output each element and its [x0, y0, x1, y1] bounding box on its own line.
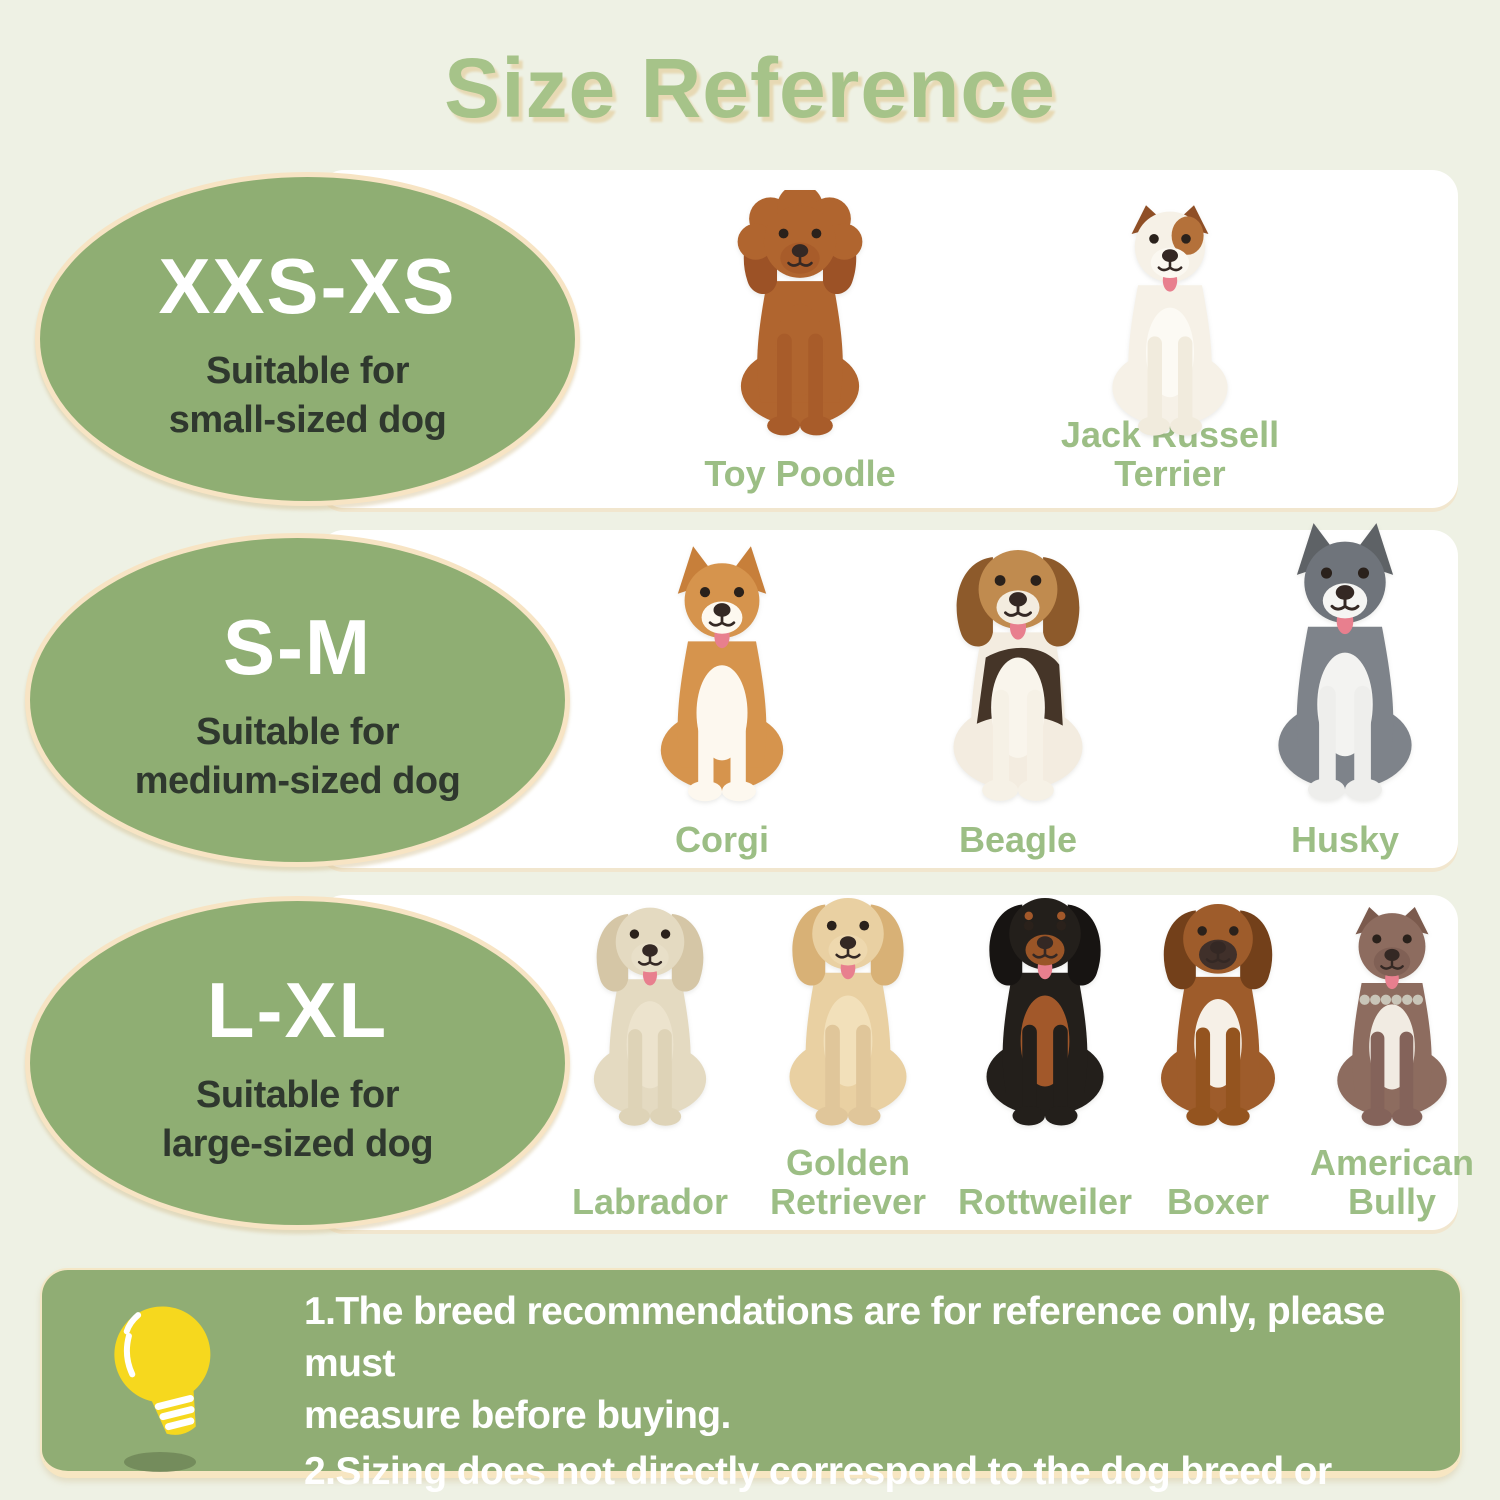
size-bubble-s-m: S-M Suitable for medium-sized dog	[25, 533, 570, 867]
dog-illustration-husky	[1278, 523, 1412, 801]
dog-cell: Husky	[1234, 523, 1456, 860]
size-row-panel-medium: Corgi Beagle	[318, 523, 1458, 868]
note-line-1: 1.The breed recommendations are for refe…	[304, 1290, 1385, 1437]
size-bubble-xxs-xs: XXS-XS Suitable for small-sized dog	[35, 172, 580, 506]
dog-cell: Corgi	[620, 546, 824, 860]
dogs-area-large: Labrador Golden Retriever	[318, 892, 1474, 1230]
page-title: Size Reference	[444, 41, 1056, 135]
size-description: Suitable for small-sized dog	[168, 349, 447, 441]
note-line-2: 2.Sizing does not directly correspond to…	[304, 1449, 1332, 1493]
dogs-area-small: Toy Poodle Jack Russell Terrier	[318, 170, 1458, 508]
dog-illustration-jack-russell-terrier	[1112, 205, 1228, 436]
notes-text: 1.The breed recommendations are for refe…	[304, 1286, 1434, 1500]
breed-label: American Bully	[1309, 1141, 1475, 1223]
breed-label: Husky	[1290, 819, 1400, 861]
dog-illustration-boxer	[1161, 904, 1275, 1126]
breed-label: Rottweiler	[957, 1181, 1133, 1223]
size-row-panel-large: Labrador Golden Retriever	[318, 892, 1474, 1230]
dog-cell: American Bully	[1281, 904, 1500, 1222]
size-bubble-l-xl: L-XL Suitable for large-sized dog	[25, 896, 570, 1230]
breed-label: Boxer	[1166, 1181, 1270, 1223]
lightbulb-icon	[114, 1306, 211, 1472]
dog-cell: Rottweiler	[948, 882, 1143, 1222]
size-label: L-XL	[206, 965, 389, 1054]
size-description: Suitable for large-sized dog	[161, 1073, 434, 1165]
size-label: S-M	[223, 602, 372, 691]
dog-cell: Toy Poodle	[702, 190, 899, 494]
breed-label: Jack Russell Terrier	[1060, 413, 1280, 495]
breed-label: Golden Retriever	[769, 1141, 927, 1223]
dog-illustration-golden-retriever	[789, 898, 907, 1126]
size-description: Suitable for medium-sized dog	[134, 710, 461, 802]
dog-cell: Labrador	[557, 892, 744, 1222]
dog-illustration-toy-poodle	[737, 190, 863, 436]
size-label: XXS-XS	[158, 241, 457, 330]
dog-cell: Golden Retriever	[751, 882, 946, 1222]
dog-illustration-rottweiler	[986, 898, 1104, 1126]
dogs-area-medium: Corgi Beagle	[318, 523, 1458, 868]
dog-cell: Boxer	[1123, 888, 1313, 1222]
dog-cell: Beagle	[911, 533, 1126, 860]
dog-illustration-labrador	[593, 907, 707, 1126]
dog-illustration-american-bully	[1337, 907, 1447, 1126]
dog-cell: Jack Russell Terrier	[1026, 196, 1314, 494]
breed-label: Beagle	[958, 819, 1078, 861]
notes-panel: 1.The breed recommendations are for refe…	[40, 1268, 1462, 1493]
breed-label: Labrador	[571, 1181, 729, 1223]
dog-illustration-beagle	[953, 550, 1083, 801]
breed-label: Toy Poodle	[704, 453, 896, 495]
dog-illustration-corgi	[660, 546, 784, 802]
breed-label: Corgi	[675, 819, 769, 861]
